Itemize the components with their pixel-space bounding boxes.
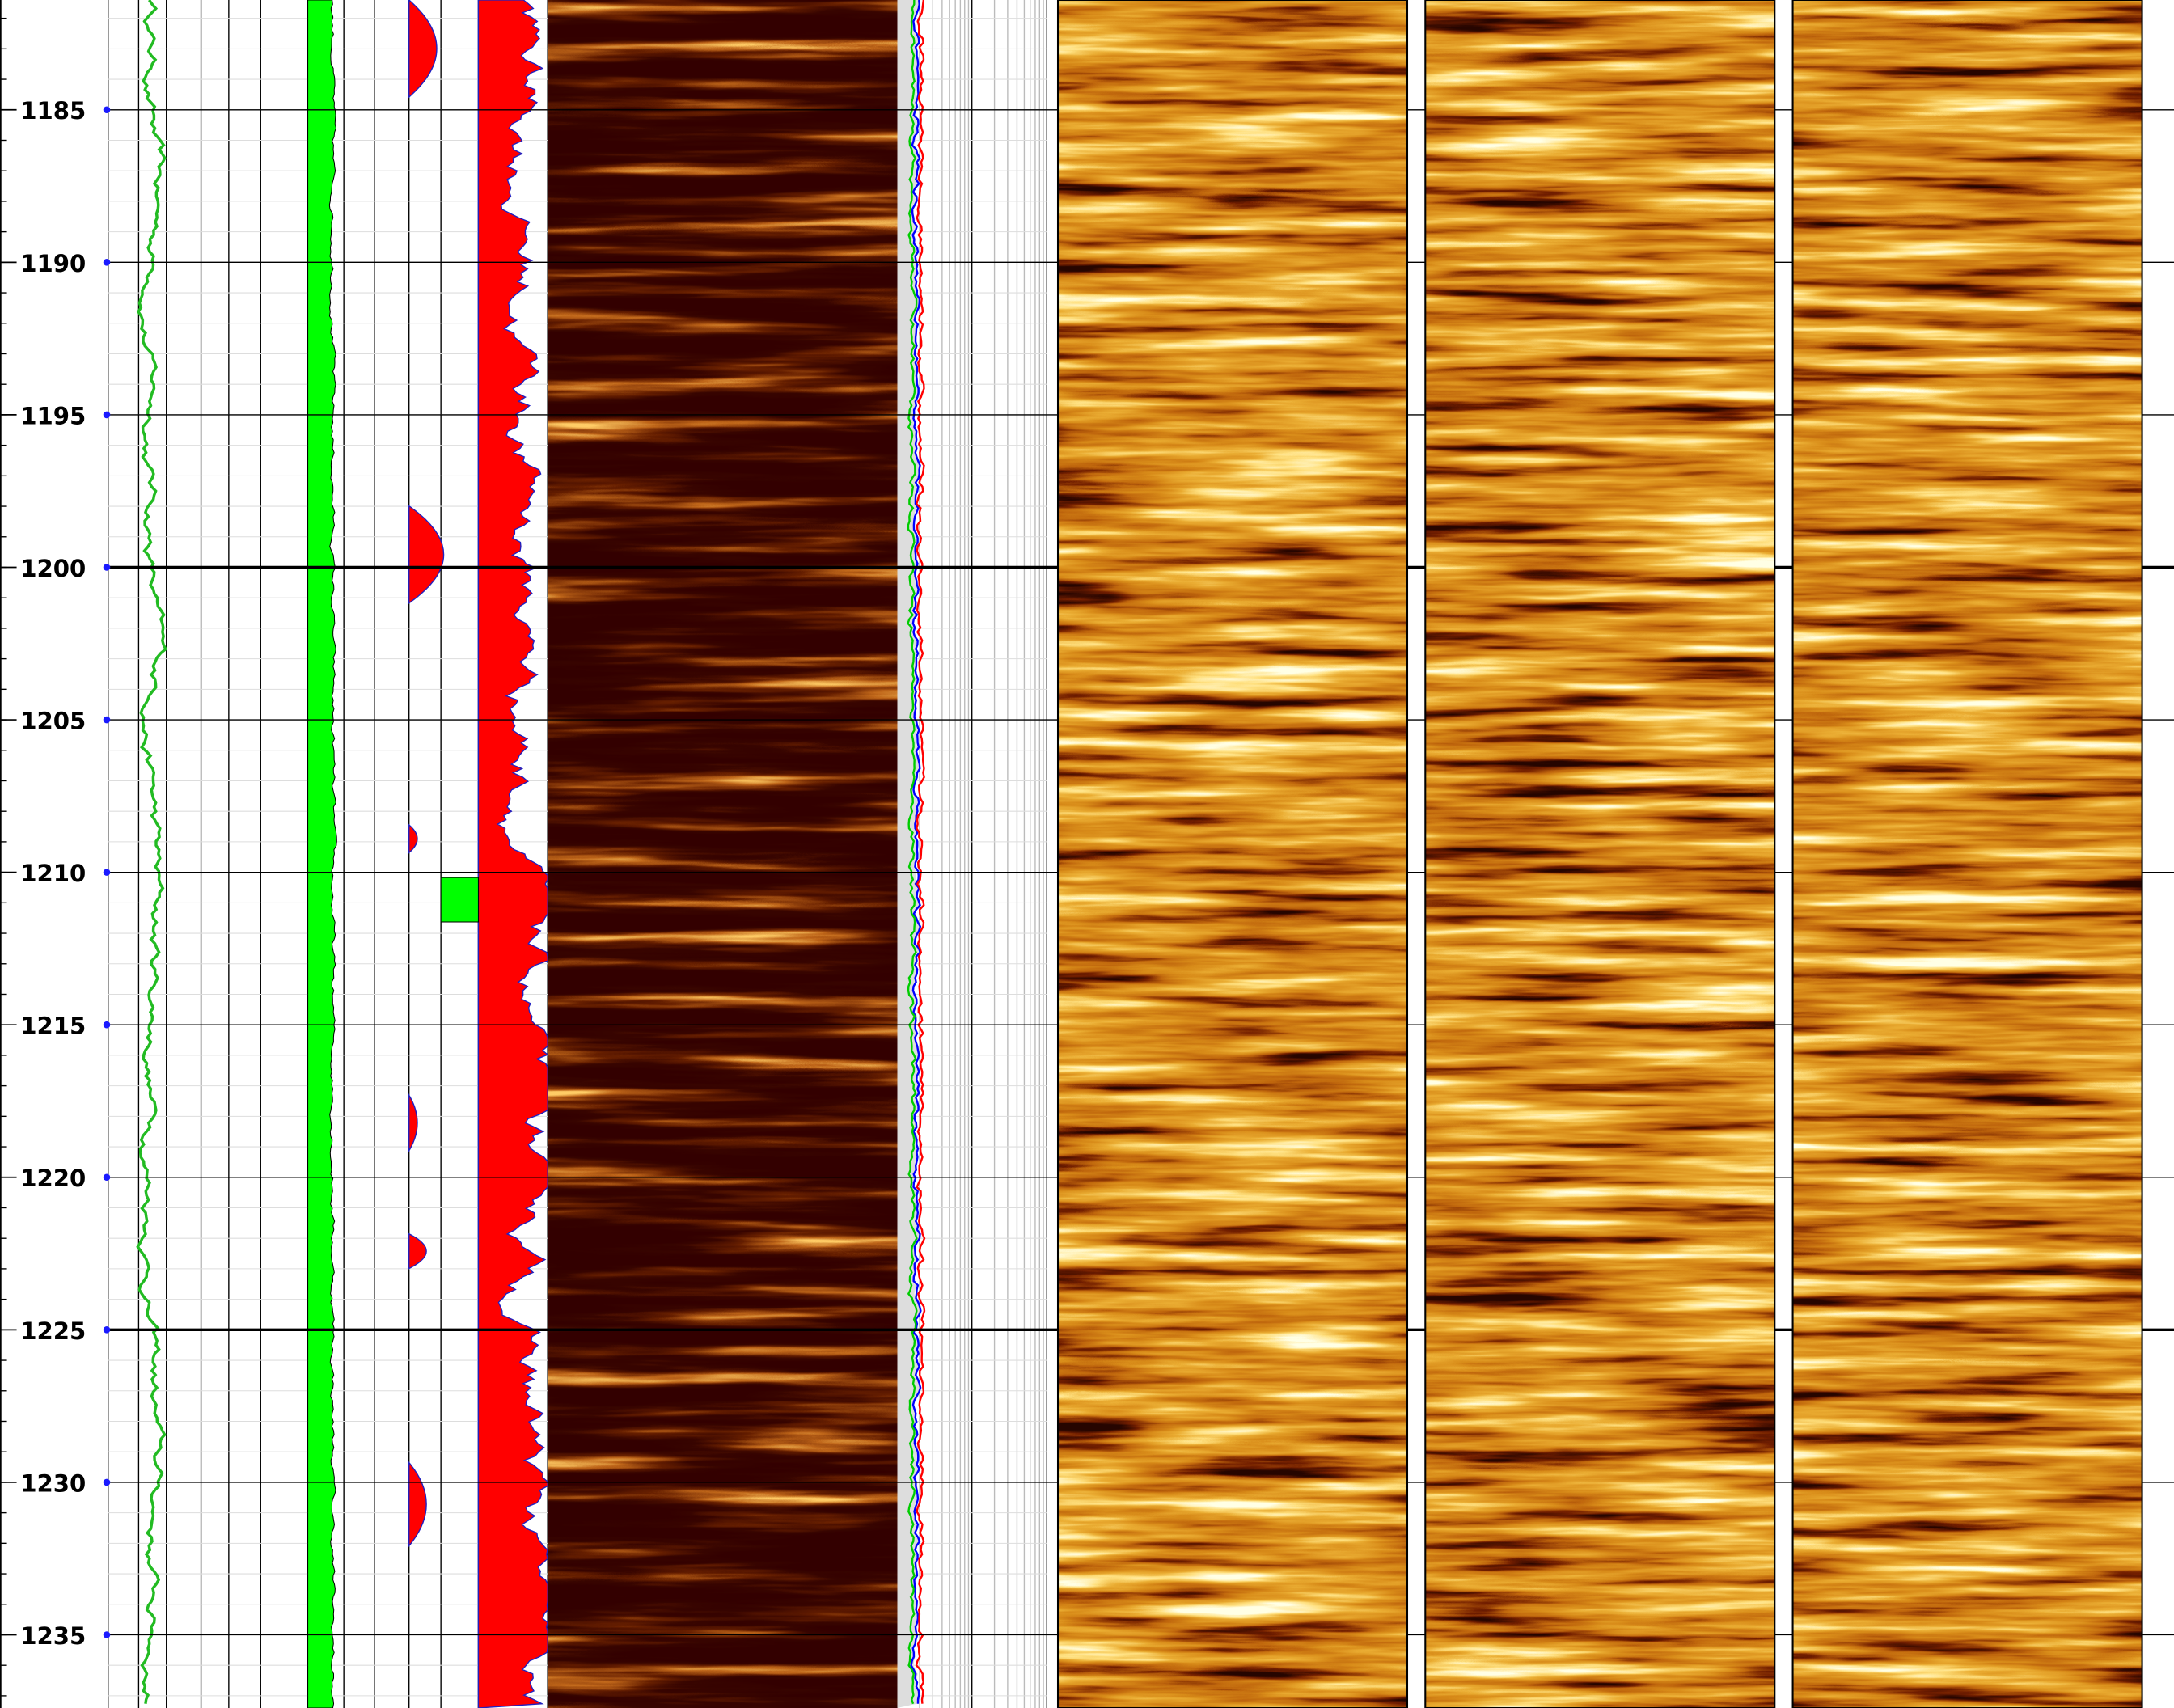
red-blob	[408, 823, 418, 854]
image-track	[1792, 0, 2142, 1708]
depth-marker	[103, 1326, 111, 1334]
log-curve	[910, 0, 922, 1704]
depth-marker	[103, 106, 111, 114]
depth-label: 1230	[20, 1469, 86, 1497]
red-blob	[408, 1232, 427, 1270]
image-track	[548, 0, 898, 1708]
depth-label: 1205	[20, 707, 86, 734]
image-track	[1425, 0, 1775, 1708]
depth-marker	[103, 1478, 111, 1486]
red-blob	[408, 0, 438, 99]
depth-label: 1220	[20, 1165, 86, 1192]
red-blob	[408, 505, 445, 605]
green-curve	[136, 0, 167, 1704]
depth-label: 1215	[20, 1013, 86, 1040]
depth-label: 1225	[20, 1317, 86, 1345]
depth-label: 1195	[20, 402, 86, 429]
depth-label: 1200	[20, 555, 86, 582]
red-fill	[477, 0, 549, 1708]
tracks	[548, 0, 2143, 1708]
depth-marker	[103, 1021, 111, 1029]
depth-marker	[103, 411, 111, 419]
depth-label: 1210	[20, 860, 86, 887]
depth-marker	[103, 869, 111, 876]
image-track	[1058, 0, 1407, 1708]
green-fill	[307, 0, 337, 1708]
red-blob	[408, 1093, 418, 1153]
depth-label: 1185	[20, 97, 86, 125]
green-box	[440, 877, 479, 923]
depth-label: 1190	[20, 250, 86, 277]
depth-marker	[103, 564, 111, 571]
depth-marker	[103, 716, 111, 724]
track-borders	[1056, 0, 2143, 1708]
depth-marker	[103, 1173, 111, 1182]
red-blob	[408, 1461, 427, 1548]
log-curve	[915, 0, 926, 1704]
depth-label: 1235	[20, 1622, 86, 1650]
depth-marker	[103, 1631, 111, 1638]
depth-marker	[103, 259, 111, 266]
log-curve	[907, 0, 918, 1705]
